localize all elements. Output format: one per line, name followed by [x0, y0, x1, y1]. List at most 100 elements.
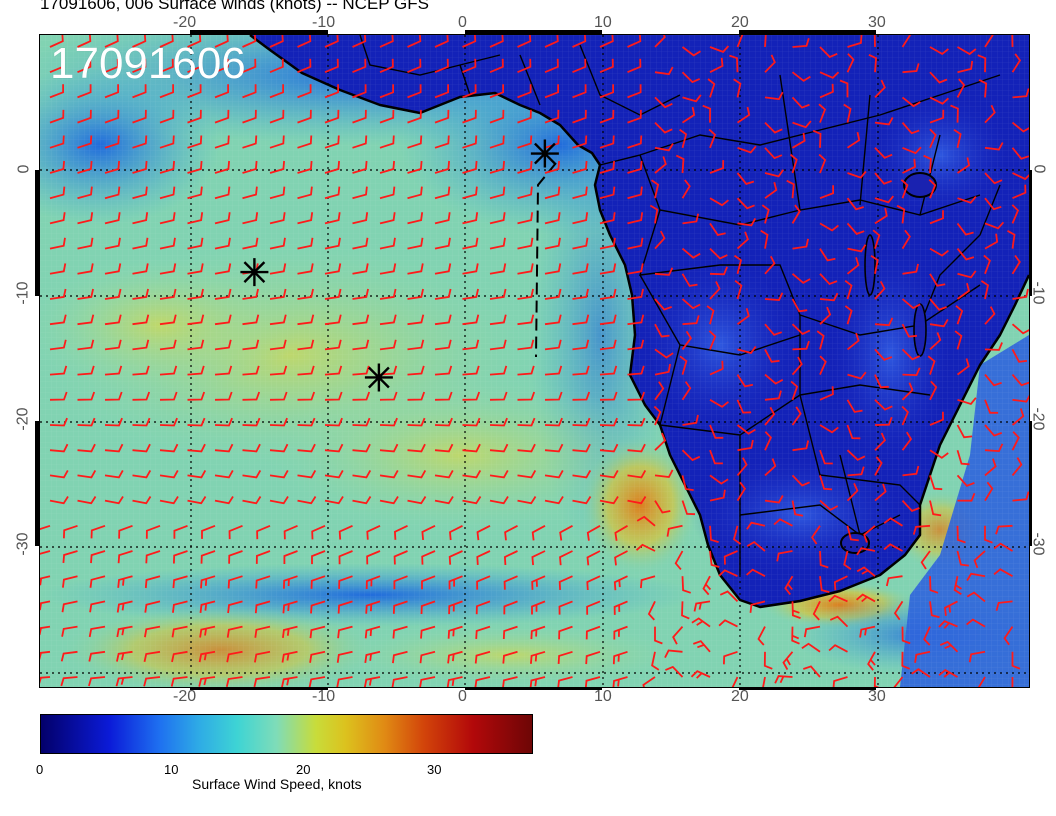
wind-barb [517, 417, 536, 427]
wind-barb [719, 590, 739, 603]
wind-barb [812, 601, 821, 621]
wind-barb [819, 83, 834, 99]
wind-barb [462, 339, 480, 351]
wind-barb [297, 339, 315, 351]
wind-barb [324, 263, 342, 275]
wind-barb [407, 237, 424, 250]
wind-barb [846, 332, 860, 351]
wind-barb [242, 237, 259, 250]
wind-barb [392, 650, 408, 664]
wind-barb [801, 642, 821, 653]
wind-barb [572, 84, 587, 99]
wind-barb [77, 160, 93, 174]
wind-barb [517, 84, 532, 99]
wind-barb [572, 469, 592, 479]
wind-barb [77, 212, 94, 225]
wind-barb [681, 475, 694, 491]
wind-barb [709, 281, 721, 300]
wind-barb [666, 524, 683, 537]
wind-barb [983, 254, 991, 275]
wind-barb [187, 84, 202, 99]
wind-barb [612, 676, 628, 687]
wind-barb [874, 432, 886, 451]
wind-barb [77, 365, 95, 376]
wind-barb [269, 212, 286, 225]
lon-label-bottom-6: 30 [868, 688, 886, 705]
wind-barb [297, 443, 316, 453]
wind-barb [199, 600, 216, 614]
wind-barb [407, 496, 427, 505]
wind-barb [709, 360, 724, 376]
wind-barb [792, 37, 810, 48]
wind-barb [214, 391, 233, 401]
wind-barb [654, 96, 673, 109]
wind-barb [242, 35, 257, 48]
wind-barb [379, 288, 397, 300]
wind-barb [517, 288, 534, 300]
wind-barb [764, 495, 784, 504]
wind-barb [572, 391, 591, 401]
wind-barb [281, 650, 298, 663]
wind-barb [681, 273, 698, 287]
wind-barb [379, 339, 397, 351]
wind-barb [517, 35, 532, 48]
wind-barb [846, 449, 866, 461]
wind-barb [242, 496, 262, 505]
wind-barb [242, 365, 260, 376]
wind-barb [462, 84, 477, 99]
wind-barb [104, 35, 119, 48]
wind-barb [599, 109, 615, 124]
wind-barb [77, 417, 96, 427]
wind-barb [706, 305, 715, 325]
wind-map[interactable]: 17091606 [39, 34, 1030, 688]
frame-tick-top-1 [190, 30, 328, 35]
wind-barb [225, 676, 243, 687]
wind-barb [407, 417, 426, 427]
wind-barb [654, 298, 673, 311]
wind-barb [791, 96, 810, 109]
wind-barb [901, 382, 914, 401]
wind-barb [132, 160, 148, 174]
wind-barb [883, 517, 903, 527]
wind-barb [462, 417, 481, 427]
wind-barb [896, 204, 906, 224]
wind-barb [654, 381, 665, 401]
wind-barb [627, 417, 646, 427]
wind-barb [818, 153, 827, 174]
wind-barb [352, 443, 371, 453]
wind-barb [462, 237, 479, 250]
wind-barb [956, 474, 975, 487]
wind-barb [159, 469, 179, 479]
wind-barb [462, 496, 482, 505]
wind-barb [929, 475, 943, 491]
wind-barb [789, 153, 798, 174]
wind-barb [531, 600, 546, 615]
colorbar-tick-0: 0 [36, 762, 44, 777]
wind-barb [599, 391, 618, 401]
wind-barb [586, 525, 601, 541]
wind-barb [352, 58, 367, 74]
wind-barb [407, 288, 424, 300]
wind-barb [489, 186, 506, 200]
wind-barb [352, 212, 369, 225]
wind-barb [627, 237, 644, 250]
wind-barb [557, 676, 573, 687]
wind-barb [544, 237, 561, 250]
wind-barb [819, 475, 833, 491]
wind-barb [434, 443, 454, 453]
wind-barb [324, 469, 344, 479]
frame-tick-left-2 [35, 421, 40, 546]
wind-barb [635, 543, 656, 552]
wind-barb [993, 568, 1013, 577]
wind-barb [132, 58, 147, 74]
wind-barb [872, 229, 881, 249]
wind-barb [764, 147, 783, 160]
wind-barb [171, 625, 188, 638]
wind-barb [736, 307, 750, 325]
wind-barb [736, 231, 749, 250]
wind-barb [517, 443, 536, 453]
wind-barb [269, 339, 287, 351]
wind-barb [874, 416, 893, 426]
wind-barb [489, 263, 507, 275]
colorbar-tick-20: 20 [296, 762, 311, 777]
